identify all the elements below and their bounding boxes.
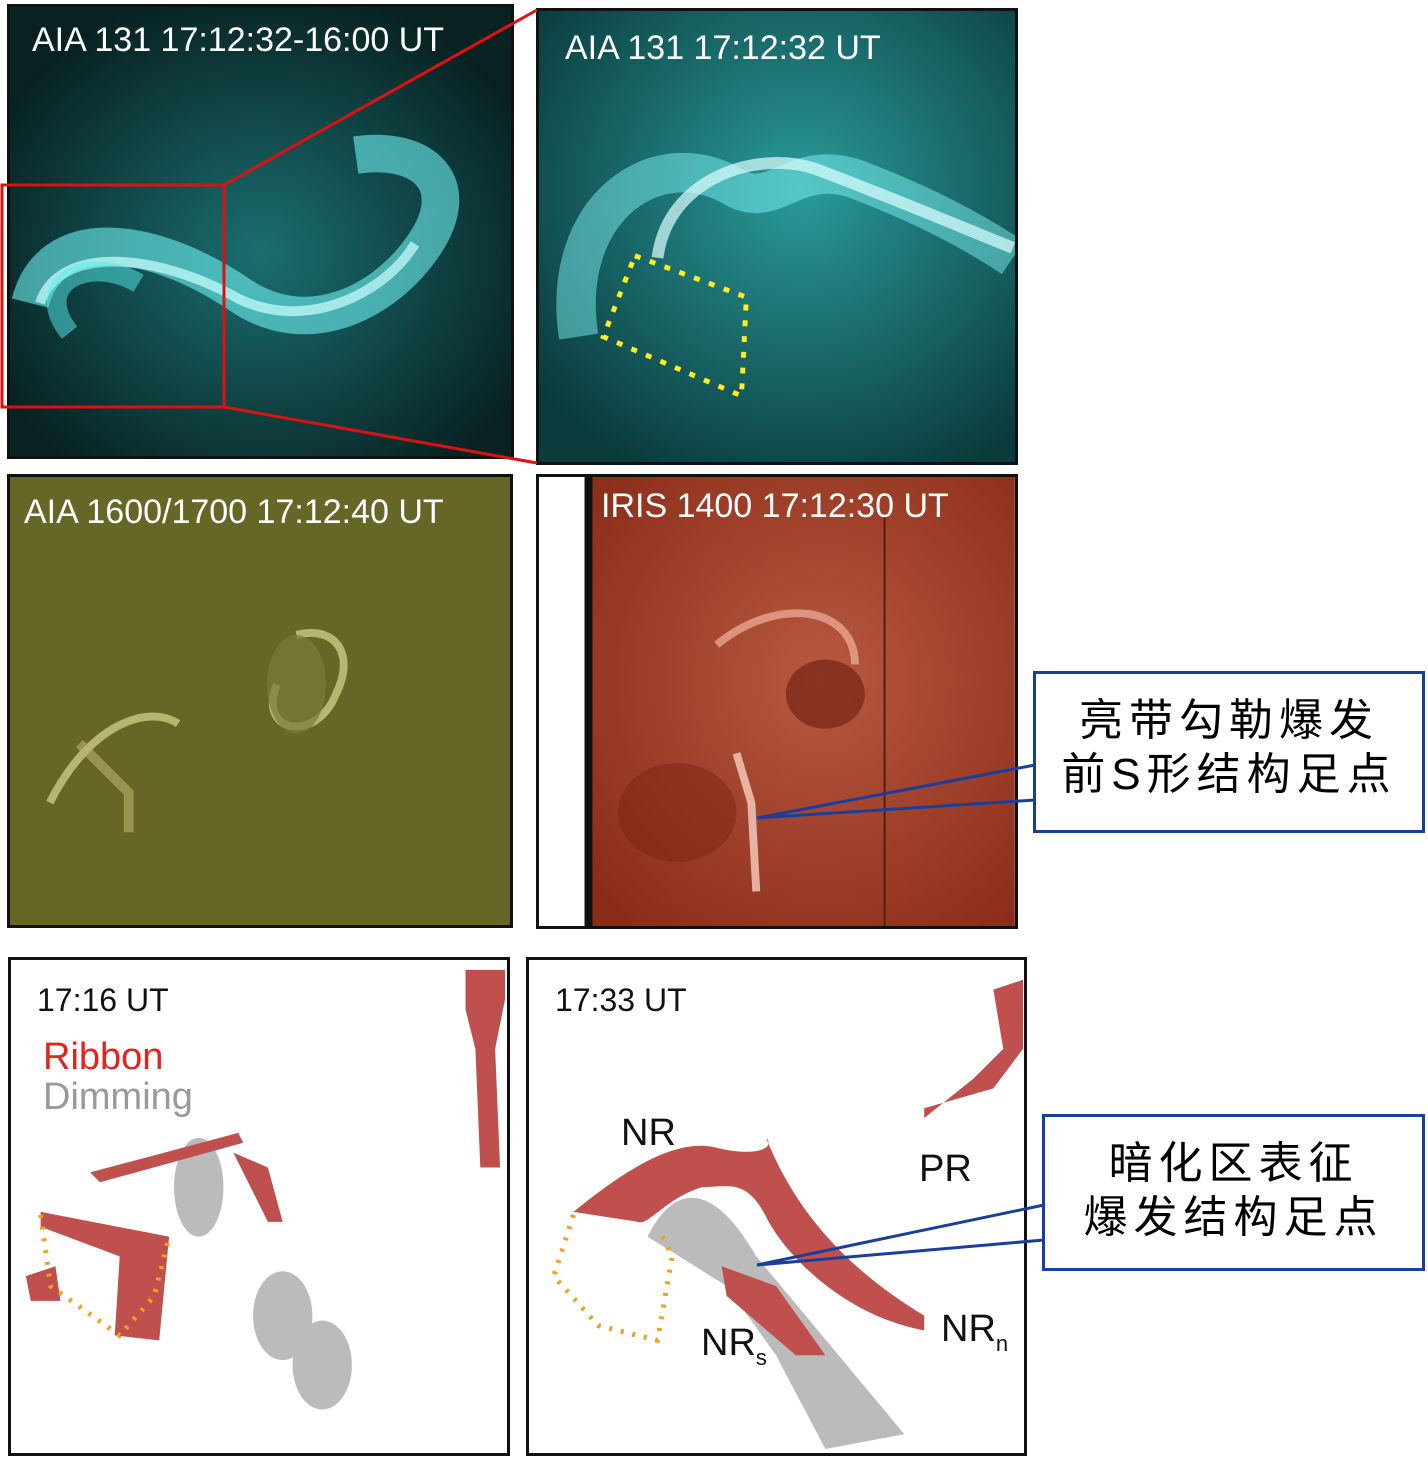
time-label: 17:16 UT [37,982,169,1018]
iris1400-image [584,477,1015,926]
label-nrn: NRn [941,1308,1008,1357]
ribbon-region [25,969,506,1341]
map-1733-panel: 17:33 UT NR PR NRs NRn [526,957,1027,1456]
panel-label: AIA 1600/1700 17:12:40 UT [24,493,444,531]
legend-ribbon: Ribbon [43,1036,164,1078]
ribbon-dimming-map-1716 [25,969,506,1410]
callout-line1: 亮带勾勒爆发 [1079,696,1379,745]
aia131-image [539,11,1015,462]
label-nrs-main: NR [701,1322,756,1364]
callout-dimming-footpoint: 暗化区表征 爆发结构足点 [1042,1114,1425,1271]
label-pr: PR [919,1148,972,1190]
ribbon-region [573,979,1023,1356]
label-nr: NR [621,1112,676,1154]
aia131-difference-panel: AIA 131 17:12:32-16:00 UT [7,4,514,459]
panel-label: AIA 131 17:12:32 UT [565,29,881,67]
label-nrs: NRs [701,1322,767,1371]
callout-sigmoid-footpoint: 亮带勾勒爆发 前S形结构足点 [1033,671,1425,833]
callout-line1: 暗化区表征 [1108,1139,1359,1188]
aia131-panel: AIA 131 17:12:32 UT [536,8,1018,465]
legend-dimming: Dimming [43,1076,193,1118]
dotted-outline [38,1214,172,1339]
time-label: 17:33 UT [555,982,687,1018]
label-nrs-sub: s [755,1345,767,1370]
callout-line2: 爆发结构足点 [1083,1193,1384,1242]
panel-label: AIA 131 17:12:32-16:00 UT [32,21,445,59]
map-1716-panel: 17:16 UT Ribbon Dimming [8,957,510,1456]
aia1600-image [10,477,510,925]
panel-label: IRIS 1400 17:12:30 UT [601,487,949,525]
aia131-difference-image [10,7,511,456]
iris1400-panel: IRIS 1400 17:12:30 UT [536,474,1018,929]
dimming-region [174,1137,352,1410]
label-nrn-sub: n [995,1331,1009,1356]
dotted-region [600,252,749,400]
label-nrn-main: NR [941,1308,996,1350]
callout-line2: 前S形结构足点 [1061,750,1397,799]
aia1600-panel: AIA 1600/1700 17:12:40 UT [7,474,513,928]
ribbon-dimming-map-1733 [550,979,1023,1450]
